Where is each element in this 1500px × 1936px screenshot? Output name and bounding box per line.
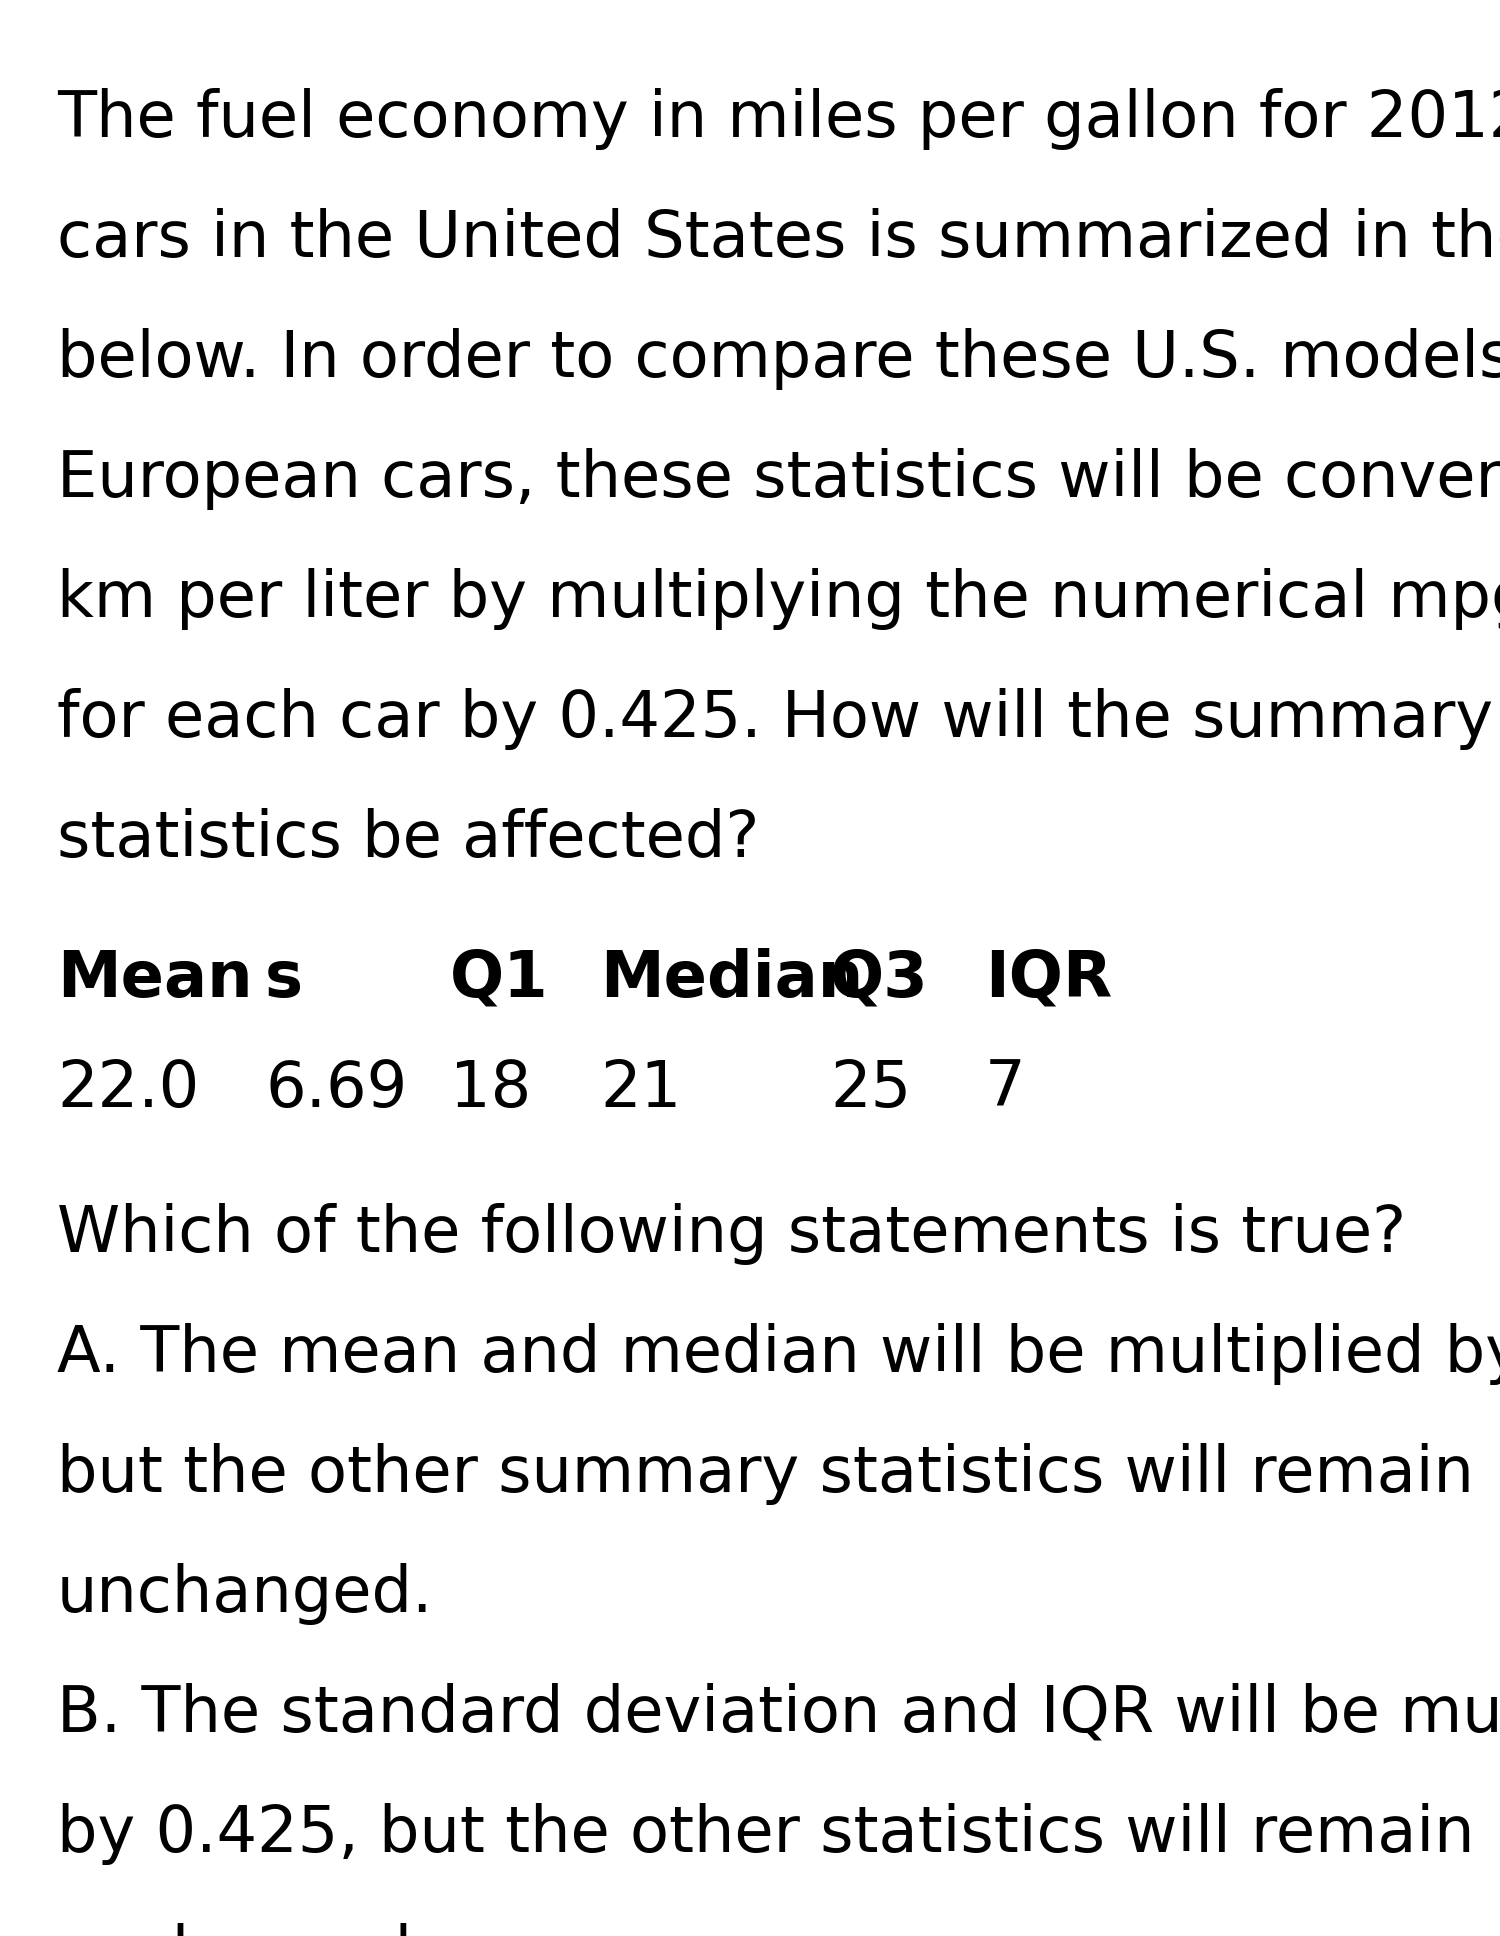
Text: for each car by 0.425. How will the summary: for each car by 0.425. How will the summ… <box>57 687 1492 749</box>
Text: The fuel economy in miles per gallon for 2012 model: The fuel economy in miles per gallon for… <box>57 87 1500 149</box>
Text: km per liter by multiplying the numerical mpg rating: km per liter by multiplying the numerica… <box>57 567 1500 629</box>
Text: B. The standard deviation and IQR will be multiplied: B. The standard deviation and IQR will b… <box>57 1682 1500 1744</box>
Text: unchanged.: unchanged. <box>57 1922 434 1936</box>
Text: European cars, these statistics will be converted to: European cars, these statistics will be … <box>57 447 1500 509</box>
Text: s: s <box>266 949 303 1011</box>
Text: cars in the United States is summarized in the table: cars in the United States is summarized … <box>57 207 1500 269</box>
Text: by 0.425, but the other statistics will remain: by 0.425, but the other statistics will … <box>57 1802 1474 1864</box>
Text: below. In order to compare these U.S. models to: below. In order to compare these U.S. mo… <box>57 327 1500 389</box>
Text: Median: Median <box>600 949 864 1011</box>
Text: 7: 7 <box>986 1057 1026 1121</box>
Text: Mean: Mean <box>57 949 252 1011</box>
Text: Q1: Q1 <box>450 949 549 1011</box>
Text: IQR: IQR <box>986 949 1112 1011</box>
Text: Q3: Q3 <box>830 949 928 1011</box>
Text: unchanged.: unchanged. <box>57 1562 434 1624</box>
Text: A. The mean and median will be multiplied by 0.425,: A. The mean and median will be multiplie… <box>57 1322 1500 1384</box>
Text: 18: 18 <box>450 1057 531 1121</box>
Text: but the other summary statistics will remain: but the other summary statistics will re… <box>57 1442 1474 1504</box>
Text: 6.69: 6.69 <box>266 1057 406 1121</box>
Text: 22.0: 22.0 <box>57 1057 200 1121</box>
Text: Which of the following statements is true?: Which of the following statements is tru… <box>57 1202 1406 1264</box>
Text: 25: 25 <box>830 1057 910 1121</box>
Text: statistics be affected?: statistics be affected? <box>57 807 759 869</box>
Text: 21: 21 <box>600 1057 681 1121</box>
